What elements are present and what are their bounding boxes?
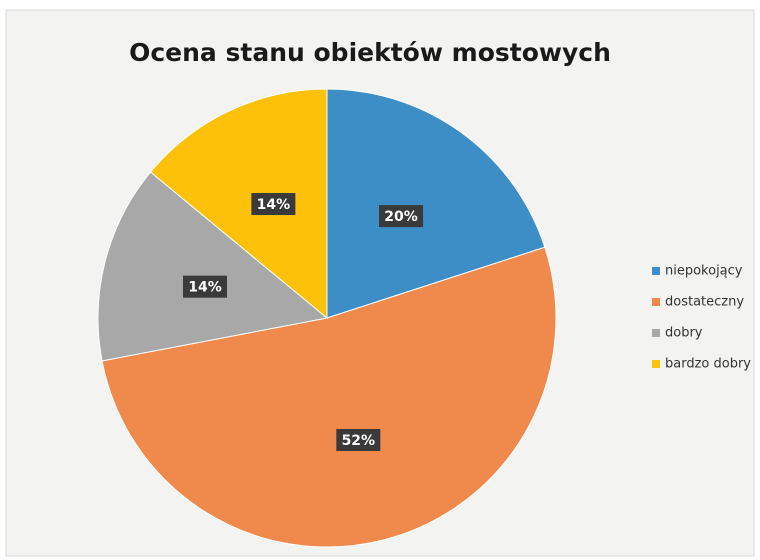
data-label-box bbox=[183, 275, 228, 298]
pie-slice bbox=[149, 88, 328, 320]
legend-swatch bbox=[652, 360, 660, 368]
legend-label: dostateczny bbox=[665, 295, 744, 310]
data-label-box bbox=[251, 193, 296, 216]
legend-swatch bbox=[652, 329, 660, 337]
legend-swatch bbox=[652, 298, 660, 306]
legend-label: dobry bbox=[665, 326, 703, 341]
data-label: 20% bbox=[384, 209, 418, 225]
legend-swatch bbox=[652, 267, 660, 275]
pie-slice bbox=[101, 246, 557, 548]
data-label-box bbox=[336, 428, 381, 451]
pie-slice bbox=[326, 88, 546, 319]
data-label: 52% bbox=[342, 433, 376, 449]
data-label: 14% bbox=[188, 280, 222, 296]
legend-label: niepokojący bbox=[665, 264, 743, 279]
pie-slice bbox=[97, 171, 329, 362]
legend-label: bardzo dobry bbox=[665, 357, 751, 372]
chart-title: Ocena stanu obiektów mostowych bbox=[129, 38, 611, 67]
data-label-box bbox=[379, 205, 424, 228]
data-label: 14% bbox=[257, 197, 291, 213]
